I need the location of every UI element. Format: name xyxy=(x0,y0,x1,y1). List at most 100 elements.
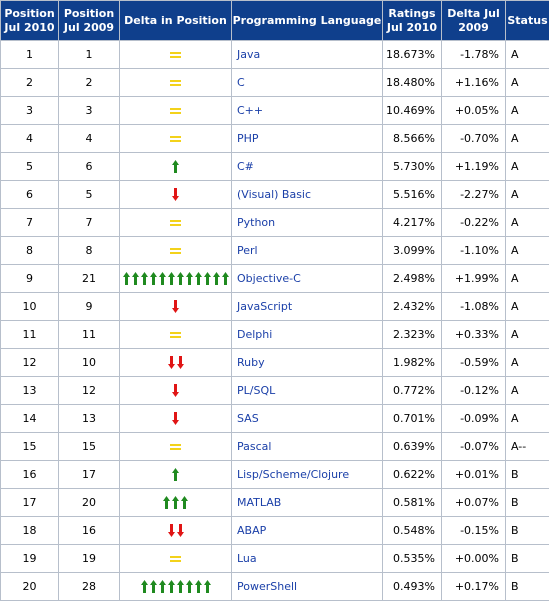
position-2010-cell: 1 xyxy=(1,41,59,69)
delta-position-cell xyxy=(120,293,232,321)
delta-icons xyxy=(120,300,231,313)
up-arrow-icon xyxy=(159,580,166,593)
status-cell: B xyxy=(506,489,549,517)
delta-icons xyxy=(120,52,231,58)
up-arrow-icon xyxy=(141,272,148,285)
delta-position-cell xyxy=(120,209,232,237)
delta-cell: +0.00% xyxy=(442,545,506,573)
position-2010-cell: 19 xyxy=(1,545,59,573)
language-link[interactable]: Lisp/Scheme/Clojure xyxy=(237,468,349,481)
language-link[interactable]: PL/SQL xyxy=(237,384,275,397)
status-cell: A xyxy=(506,41,549,69)
position-2010-cell: 17 xyxy=(1,489,59,517)
delta-position-cell xyxy=(120,405,232,433)
position-2009-cell: 4 xyxy=(59,125,120,153)
up-arrow-icon xyxy=(168,580,175,593)
delta-icons xyxy=(120,80,231,86)
language-cell: Pascal xyxy=(232,433,383,461)
delta-icons xyxy=(120,468,231,481)
position-2010-cell: 18 xyxy=(1,517,59,545)
language-link[interactable]: SAS xyxy=(237,412,259,425)
delta-icons xyxy=(120,580,231,593)
position-2010-cell: 16 xyxy=(1,461,59,489)
language-link[interactable]: Pascal xyxy=(237,440,271,453)
position-2009-cell: 3 xyxy=(59,97,120,125)
language-link[interactable]: PowerShell xyxy=(237,580,297,593)
status-cell: B xyxy=(506,517,549,545)
language-cell: C++ xyxy=(232,97,383,125)
delta-icons xyxy=(120,384,231,397)
up-arrow-icon xyxy=(177,272,184,285)
language-link[interactable]: Objective-C xyxy=(237,272,301,285)
delta-icons xyxy=(120,160,231,173)
delta-icons xyxy=(120,332,231,338)
language-link[interactable]: (Visual) Basic xyxy=(237,188,311,201)
position-2009-cell: 8 xyxy=(59,237,120,265)
rating-cell: 18.673% xyxy=(383,41,442,69)
header-position-2010: Position Jul 2010 xyxy=(1,1,59,41)
header-ratings: Ratings Jul 2010 xyxy=(383,1,442,41)
up-arrow-icon xyxy=(141,580,148,593)
equal-icon xyxy=(170,248,181,254)
status-cell: A xyxy=(506,153,549,181)
up-arrow-icon xyxy=(172,160,179,173)
header-position-2009: Position Jul 2009 xyxy=(59,1,120,41)
rating-cell: 0.639% xyxy=(383,433,442,461)
up-arrow-icon xyxy=(150,272,157,285)
delta-position-cell xyxy=(120,349,232,377)
up-arrow-icon xyxy=(168,272,175,285)
language-link[interactable]: Ruby xyxy=(237,356,265,369)
equal-icon xyxy=(170,332,181,338)
language-link[interactable]: C# xyxy=(237,160,254,173)
language-link[interactable]: MATLAB xyxy=(237,496,281,509)
position-2010-cell: 8 xyxy=(1,237,59,265)
delta-position-cell xyxy=(120,321,232,349)
up-arrow-icon xyxy=(150,580,157,593)
delta-icons xyxy=(120,272,231,285)
position-2010-cell: 11 xyxy=(1,321,59,349)
language-link[interactable]: Java xyxy=(237,48,260,61)
delta-icons xyxy=(120,356,231,369)
rating-cell: 10.469% xyxy=(383,97,442,125)
equal-icon xyxy=(170,52,181,58)
delta-cell: -1.08% xyxy=(442,293,506,321)
delta-position-cell xyxy=(120,517,232,545)
rating-cell: 0.622% xyxy=(383,461,442,489)
rating-cell: 2.498% xyxy=(383,265,442,293)
language-cell: PL/SQL xyxy=(232,377,383,405)
language-link[interactable]: C++ xyxy=(237,104,263,117)
language-link[interactable]: Perl xyxy=(237,244,258,257)
status-cell: A xyxy=(506,349,549,377)
language-link[interactable]: PHP xyxy=(237,132,259,145)
language-cell: C# xyxy=(232,153,383,181)
down-arrow-icon xyxy=(177,524,184,537)
up-arrow-icon xyxy=(213,272,220,285)
header-delta-position: Delta in Position xyxy=(120,1,232,41)
delta-position-cell xyxy=(120,461,232,489)
position-2010-cell: 15 xyxy=(1,433,59,461)
language-link[interactable]: Delphi xyxy=(237,328,272,341)
language-link[interactable]: Lua xyxy=(237,552,257,565)
language-link[interactable]: ABAP xyxy=(237,524,266,537)
down-arrow-icon xyxy=(177,356,184,369)
down-arrow-icon xyxy=(172,300,179,313)
status-cell: A xyxy=(506,405,549,433)
delta-cell: -0.70% xyxy=(442,125,506,153)
delta-icons xyxy=(120,108,231,114)
up-arrow-icon xyxy=(186,272,193,285)
delta-cell: -0.09% xyxy=(442,405,506,433)
language-link[interactable]: JavaScript xyxy=(237,300,292,313)
position-2009-cell: 17 xyxy=(59,461,120,489)
delta-cell: +0.07% xyxy=(442,489,506,517)
position-2010-cell: 20 xyxy=(1,573,59,601)
language-link[interactable]: Python xyxy=(237,216,275,229)
language-link[interactable]: C xyxy=(237,76,245,89)
status-cell: B xyxy=(506,461,549,489)
